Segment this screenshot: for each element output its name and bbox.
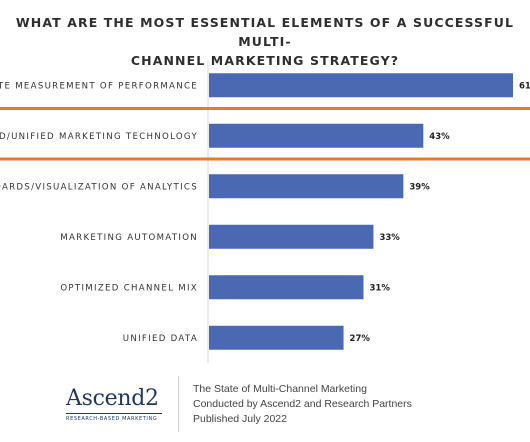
value-label: 61 — [519, 81, 530, 91]
bar — [209, 325, 344, 350]
bar — [209, 123, 424, 148]
category-label: MARKETING AUTOMATION — [60, 233, 198, 243]
category-label: OARDS/VISUALIZATION OF ANALYTICS — [0, 182, 198, 192]
value-label: 27% — [350, 334, 371, 344]
chart-title: WHAT ARE THE MOST ESSENTIAL ELEMENTS OF … — [0, 13, 530, 70]
logo-tagline: RESEARCH-BASED MARKETING — [66, 413, 162, 422]
category-label: OPTIMIZED CHANNEL MIX — [60, 283, 198, 293]
ascend2-logo: Ascend2 RESEARCH-BASED MARKETING — [66, 388, 172, 422]
footer-divider — [178, 376, 179, 432]
source-line-3: Published July 2022 — [193, 413, 287, 425]
source-line-1: The State of Multi-Channel Marketing — [193, 383, 367, 395]
source-line-2: Conducted by Ascend2 and Research Partne… — [193, 398, 412, 410]
bar — [209, 174, 404, 199]
bar — [209, 275, 364, 300]
bar-chart: ATE MEASUREMENT OF PERFORMANCE 61 ED/UNIFI… — [0, 60, 530, 363]
category-label: ATE MEASUREMENT OF PERFORMANCE — [0, 81, 198, 91]
category-label: ED/UNIFIED MARKETING TECHNOLOGY — [0, 132, 198, 142]
chart-title-line-1: WHAT ARE THE MOST ESSENTIAL ELEMENTS OF … — [15, 15, 515, 49]
category-label: UNIFIED DATA — [123, 334, 198, 344]
bar — [209, 73, 513, 98]
chart-title-line-2: CHANNEL MARKETING STRATEGY? — [130, 53, 400, 68]
value-label: 31% — [369, 283, 390, 293]
bar — [209, 224, 374, 249]
value-label: 33% — [379, 233, 400, 243]
source-note: The State of Multi-Channel Marketing Con… — [193, 382, 412, 427]
value-label: 39% — [409, 182, 430, 192]
logo-wordmark: Ascend2 — [66, 386, 159, 411]
value-label: 43% — [429, 132, 450, 142]
